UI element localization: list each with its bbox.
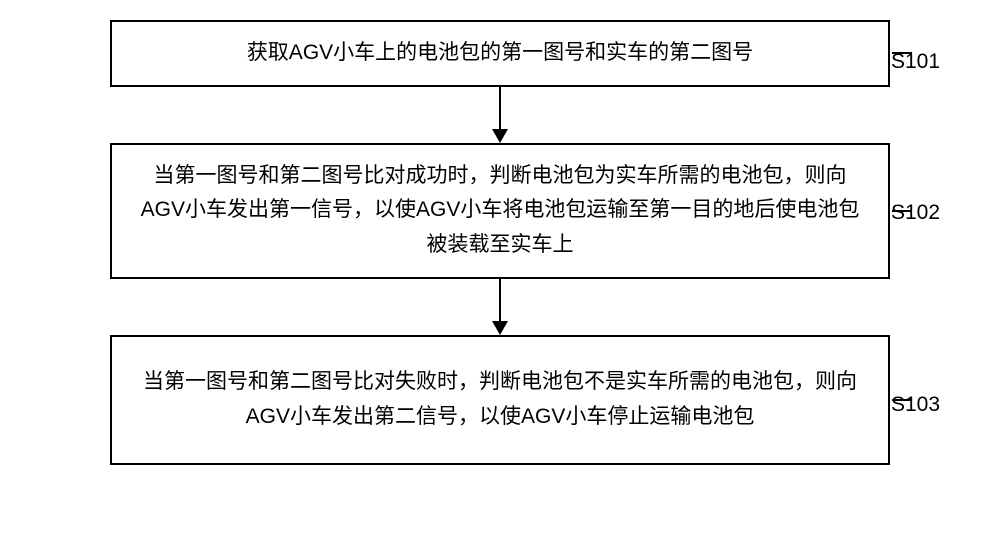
flow-node: 当第一图号和第二图号比对失败时，判断电池包不是实车所需的电池包，则向AGV小车发… <box>110 335 890 465</box>
flow-box-text: 获取AGV小车上的电池包的第一图号和实车的第二图号 <box>247 36 753 71</box>
flow-box-text: 当第一图号和第二图号比对成功时，判断电池包为实车所需的电池包，则向AGV小车发出… <box>140 159 860 263</box>
arrow-head-icon <box>492 321 508 335</box>
flow-box-s102: 当第一图号和第二图号比对成功时，判断电池包为实车所需的电池包，则向AGV小车发出… <box>110 143 890 279</box>
arrow-down-icon <box>499 87 501 143</box>
step-label: S101 <box>891 50 940 74</box>
arrow-line <box>499 279 501 321</box>
flow-box-text: 当第一图号和第二图号比对失败时，判断电池包不是实车所需的电池包，则向AGV小车发… <box>140 365 860 434</box>
step-label: S103 <box>891 393 940 417</box>
flow-box-s103: 当第一图号和第二图号比对失败时，判断电池包不是实车所需的电池包，则向AGV小车发… <box>110 335 890 465</box>
arrow-down-icon <box>499 279 501 335</box>
flow-node: 获取AGV小车上的电池包的第一图号和实车的第二图号 S101 <box>110 20 890 87</box>
flow-box-s101: 获取AGV小车上的电池包的第一图号和实车的第二图号 <box>110 20 890 87</box>
arrow-line <box>499 87 501 129</box>
arrow-head-icon <box>492 129 508 143</box>
step-label: S102 <box>891 201 940 225</box>
flowchart-container: 获取AGV小车上的电池包的第一图号和实车的第二图号 S101 当第一图号和第二图… <box>60 20 940 465</box>
flow-node: 当第一图号和第二图号比对成功时，判断电池包为实车所需的电池包，则向AGV小车发出… <box>110 143 890 279</box>
